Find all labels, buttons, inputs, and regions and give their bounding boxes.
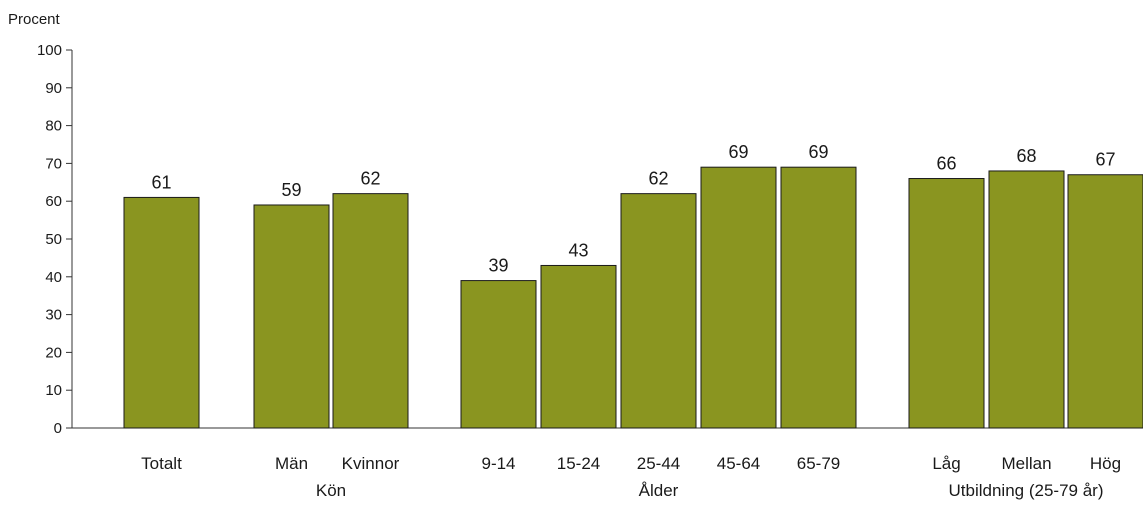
category-label-15-24: 15-24	[557, 454, 600, 473]
data-label-Mellan: 68	[1016, 146, 1036, 166]
y-tick-label: 20	[45, 344, 62, 361]
data-label-45-64: 69	[728, 142, 748, 162]
y-tick-label: 80	[45, 118, 62, 135]
bar-Kvinnor	[332, 193, 409, 429]
data-label-Kvinnor: 62	[360, 169, 380, 189]
data-label-25-44: 62	[648, 169, 668, 189]
group-label: Kön	[316, 481, 346, 500]
category-label-Män: Män	[275, 454, 308, 473]
bar-Mellan	[988, 170, 1065, 429]
y-tick-label: 70	[45, 155, 62, 172]
bar-25-44	[620, 193, 697, 429]
data-label-65-79: 69	[808, 142, 828, 162]
category-label-Hög: Hög	[1090, 454, 1121, 473]
group-label: Utbildning (25-79 år)	[949, 481, 1104, 500]
category-label-45-64: 45-64	[717, 454, 760, 473]
bar-65-79	[780, 166, 857, 429]
data-label-15-24: 43	[568, 240, 588, 260]
category-label-Kvinnor: Kvinnor	[342, 454, 400, 473]
x-axis-labels: Totalt Män Kvinnor 9-14 15-24 25-44 45-64 65-79…	[141, 454, 1121, 473]
data-label-Hög: 67	[1095, 150, 1115, 170]
bar-Låg	[908, 178, 985, 429]
category-label-25-44: 25-44	[637, 454, 680, 473]
bar-Totalt	[123, 196, 200, 429]
data-label-9-14: 39	[488, 256, 508, 276]
data-label-Totalt: 61	[151, 172, 171, 192]
y-axis-label: Procent	[8, 11, 61, 28]
y-tick-label: 60	[45, 193, 62, 210]
category-label-65-79: 65-79	[797, 454, 840, 473]
bar-15-24	[540, 264, 617, 429]
y-tick-label: 90	[45, 80, 62, 97]
y-tick-label: 30	[45, 307, 62, 324]
data-label-Män: 59	[281, 180, 301, 200]
group-labels: Kön Ålder Utbildning (25-79 år)	[316, 481, 1104, 500]
y-tick-label: 10	[45, 382, 62, 399]
y-tick-label: 40	[45, 269, 62, 286]
bars: 61 59 62 39 43 62 69 69 66 68 67	[123, 142, 1143, 429]
y-tick-label: 100	[37, 42, 62, 59]
data-label-Låg: 66	[936, 154, 956, 174]
category-label-Låg: Låg	[932, 454, 960, 473]
category-label-Totalt: Totalt	[141, 454, 182, 473]
bar-45-64	[700, 166, 777, 429]
category-label-Mellan: Mellan	[1001, 454, 1051, 473]
y-tick-label: 0	[54, 420, 62, 437]
y-tick-label: 50	[45, 231, 62, 248]
group-label: Ålder	[639, 481, 679, 500]
bar-9-14	[460, 280, 537, 429]
bar-Hög	[1067, 174, 1143, 429]
category-label-9-14: 9-14	[481, 454, 515, 473]
bar-Män	[253, 204, 330, 429]
